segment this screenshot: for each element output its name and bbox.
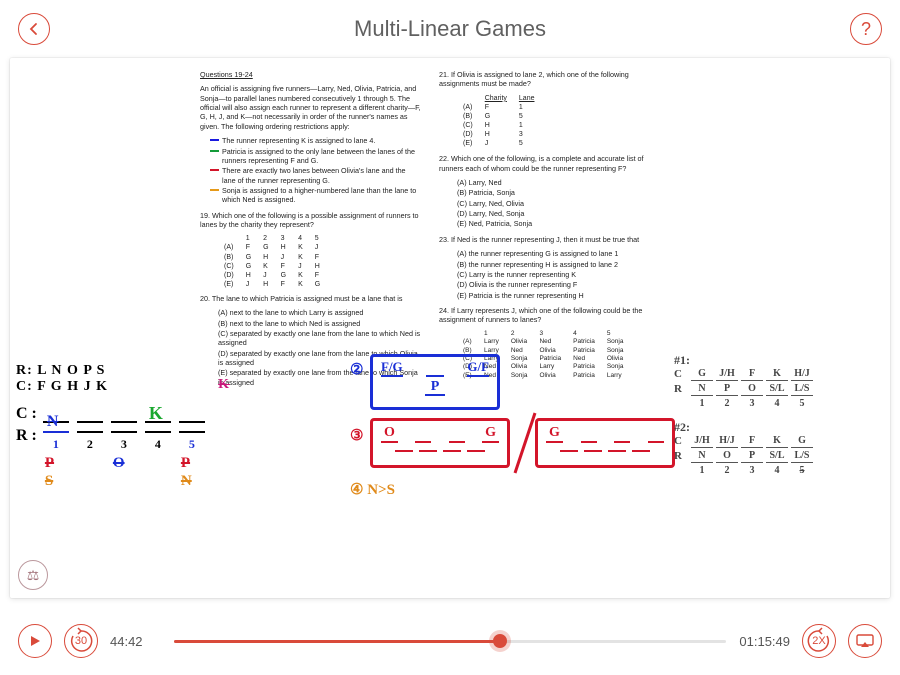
box-rule3a: O G	[370, 418, 510, 468]
video-stage: Questions 19-24 An official is assigning…	[10, 58, 890, 598]
play-icon	[29, 635, 41, 647]
roster-c: C: F G H J K K	[16, 379, 216, 395]
q21-stem: 21. If Olivia is assigned to lane 2, whi…	[439, 70, 660, 89]
rules-list: The runner representing K is assigned to…	[212, 136, 421, 205]
seek-knob[interactable]	[493, 634, 507, 648]
current-time: 44:42	[110, 634, 162, 649]
help-button[interactable]: ?	[850, 13, 882, 45]
back-button[interactable]	[18, 13, 50, 45]
chevron-left-icon	[28, 22, 40, 36]
seek-track[interactable]	[174, 640, 726, 643]
video-stage-wrap: Questions 19-24 An official is assigning…	[0, 58, 900, 598]
q21-table: CharityLane (A)F1 (B)G5 (C)H1 (D)H3 (E)J…	[457, 94, 540, 149]
setup-text: An official is assigning five runners—La…	[200, 84, 421, 131]
hdr2: #2:	[674, 420, 884, 435]
airplay-button[interactable]	[848, 624, 882, 658]
printed-col-left: Questions 19-24 An official is assigning…	[200, 70, 421, 388]
q20-stem: 20. The lane to which Patricia is assign…	[200, 294, 421, 303]
page-title: Multi-Linear Games	[354, 16, 546, 42]
seek-progress	[174, 640, 500, 643]
q23-choices: (A) the runner representing G is assigne…	[457, 249, 660, 300]
question-icon: ?	[861, 19, 871, 40]
box-rule3b: G	[535, 418, 675, 468]
speed-button[interactable]: 2X	[802, 624, 836, 658]
circled-3: ③	[350, 426, 363, 445]
header: Multi-Linear Games ?	[0, 0, 900, 58]
q19-table: 12345 (A)FGHKJ (B)GHJKF (C)GKFJH (D)HJGK…	[218, 234, 326, 289]
skip-back-label: 30	[75, 635, 87, 647]
q24-stem: 24. If Larry represents J, which one of …	[439, 306, 660, 325]
q23-stem: 23. If Ned is the runner representing J,…	[439, 235, 660, 244]
total-time: 01:15:49	[738, 634, 790, 649]
box-rule2: F/G G/F P	[370, 354, 500, 410]
airplay-icon	[856, 634, 874, 648]
printed-col-right: 21. If Olivia is assigned to lane 2, whi…	[439, 70, 660, 388]
roster-r: R: L N O P S	[16, 363, 216, 379]
hdr1: #1:	[674, 353, 884, 368]
playback-controls: 30 44:42 01:15:49 2X	[0, 607, 900, 675]
scales-button[interactable]: ⚖	[18, 560, 48, 590]
q22-stem: 22. Which one of the following, is a com…	[439, 154, 660, 173]
speed-label: 2X	[812, 635, 825, 647]
handwriting-left: R: L N O P S C: F G H J K K C : K R : N	[16, 363, 216, 445]
handwriting-right: #1: C G J/H F K H/J R N P O S/L L/S 1 2 …	[674, 353, 884, 479]
scales-icon: ⚖	[27, 567, 40, 584]
q22-choices: (A) Larry, Ned (B) Patricia, Sonja (C) L…	[457, 178, 660, 229]
circled-4: ④ N>S	[350, 480, 395, 499]
printed-questions: Questions 19-24 An official is assigning…	[200, 70, 660, 388]
skip-back-button[interactable]: 30	[64, 624, 98, 658]
questions-heading: Questions 19-24	[200, 70, 421, 79]
q19-stem: 19. Which one of the following is a poss…	[200, 211, 421, 230]
play-button[interactable]	[18, 624, 52, 658]
circled-2: ②	[350, 360, 363, 379]
